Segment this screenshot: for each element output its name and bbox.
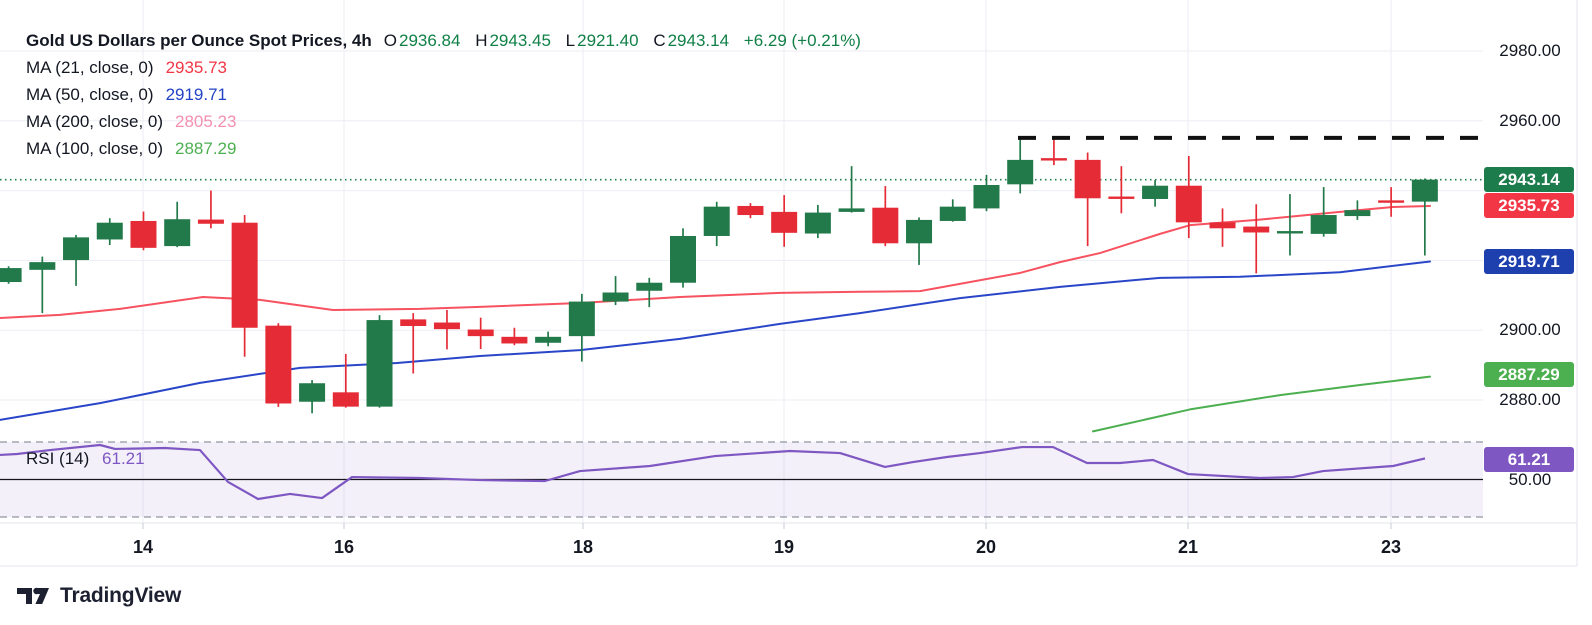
candle-body	[29, 262, 56, 270]
ma21-price-badge: 2935.73	[1484, 193, 1574, 218]
y-axis-label: 2980.00	[1499, 41, 1561, 60]
candle-body	[1175, 185, 1202, 223]
x-axis-label: 23	[1380, 537, 1402, 557]
ma-21-value: 2935.73	[165, 58, 228, 77]
x-axis-label: 20	[975, 537, 997, 557]
symbol-legend-row[interactable]: Gold US Dollars per Ounce Spot Prices, 4…	[26, 31, 871, 51]
y-axis-label: 50.00	[1508, 470, 1552, 489]
candle-body	[906, 219, 933, 244]
candle-body	[804, 212, 831, 234]
candle-body	[1074, 159, 1101, 199]
candle-body	[1142, 185, 1169, 199]
ma-50-value: 2919.71	[165, 85, 228, 104]
candle-body	[703, 206, 730, 236]
candle-body	[433, 322, 460, 330]
candle-body	[0, 268, 22, 283]
candle-body	[636, 282, 663, 291]
candle-body	[366, 320, 393, 407]
candle-body	[1378, 200, 1405, 203]
y-axis-label: 2880.00	[1499, 390, 1561, 409]
candle-body	[602, 292, 629, 302]
rsi-value-badge: 61.21	[1484, 446, 1574, 472]
candle-body	[501, 336, 528, 344]
candle-body	[231, 222, 258, 328]
open-value: 2936.84	[399, 31, 461, 50]
close-label: C	[653, 31, 666, 50]
ma50-line	[0, 260, 1431, 421]
rsi-line	[0, 443, 1426, 501]
y-axis-label: 2960.00	[1499, 110, 1561, 130]
candle-body	[939, 206, 966, 221]
candle-body	[197, 219, 224, 224]
high-value: 2943.45	[489, 31, 551, 50]
ma100-price-badge: 2887.29	[1484, 362, 1574, 388]
candle-body	[1411, 179, 1438, 202]
ma-100-row[interactable]: MA (100, close, 0) 2887.29	[26, 139, 871, 159]
candle-body	[164, 219, 191, 247]
candle-body	[299, 383, 326, 402]
candle-body	[467, 329, 494, 337]
low-label: L	[565, 31, 576, 50]
candle-body	[1276, 231, 1303, 234]
change-value: +6.29 (+0.21%)	[743, 31, 861, 50]
candle-body	[1007, 159, 1034, 185]
candle-body	[1040, 158, 1067, 161]
x-axis-label: 19	[773, 537, 795, 557]
rsi-legend[interactable]: RSI (14) 61.21	[26, 449, 145, 469]
candle-body	[265, 325, 292, 404]
x-axis-label: 16	[333, 537, 355, 557]
ma-21-label: MA (21, close, 0)	[26, 58, 154, 77]
ma50-price-badge: 2919.71	[1484, 248, 1574, 274]
ma-100-label: MA (100, close, 0)	[26, 139, 164, 158]
candle-body	[1243, 226, 1270, 233]
candle-body	[1108, 196, 1135, 199]
ma-200-label: MA (200, close, 0)	[26, 112, 164, 131]
candle-body	[670, 235, 696, 283]
candle-body	[737, 205, 764, 216]
legend: Gold US Dollars per Ounce Spot Prices, 4…	[26, 31, 871, 166]
candle-body	[1310, 215, 1337, 234]
ohlc-values: O 2936.84 H 2943.45 L 2921.40 C 2943.14 +6.2…	[384, 31, 871, 51]
candle-body	[838, 208, 865, 212]
x-axis-label: 18	[572, 537, 594, 557]
rsi-value: 61.21	[102, 449, 145, 468]
candle-body	[130, 220, 157, 248]
candle-body	[1344, 210, 1371, 217]
ma-50-label: MA (50, close, 0)	[26, 85, 154, 104]
candle-body	[63, 237, 90, 261]
x-axis-label: 21	[1177, 537, 1199, 557]
tradingview-wordmark: TradingView	[60, 584, 182, 607]
candle-body	[96, 222, 123, 240]
candle-body	[973, 185, 1000, 209]
close-value: 2943.14	[667, 31, 730, 50]
y-axis-label: 2900.00	[1499, 320, 1561, 340]
candle-body	[1209, 222, 1236, 229]
ma100-line	[1092, 375, 1431, 433]
open-label: O	[383, 31, 397, 50]
tradingview-logo[interactable]: TradingView	[16, 584, 181, 608]
ma-21-row[interactable]: MA (21, close, 0) 2935.73	[26, 58, 871, 78]
ma-200-row[interactable]: MA (200, close, 0) 2805.23	[26, 112, 871, 132]
candle-body	[872, 207, 899, 244]
high-label: H	[475, 31, 488, 50]
ma-100-value: 2887.29	[175, 139, 237, 158]
low-value: 2921.40	[577, 31, 639, 50]
candle-body	[771, 211, 798, 233]
rsi-label: RSI (14)	[26, 449, 90, 468]
tradingview-mark-icon	[17, 587, 49, 604]
x-axis-label: 14	[132, 537, 154, 557]
symbol-title[interactable]: Gold US Dollars per Ounce Spot Prices, 4…	[26, 31, 372, 50]
candle-body	[535, 336, 562, 343]
candle-body	[400, 319, 427, 327]
candle-body	[332, 392, 359, 407]
ma-50-row[interactable]: MA (50, close, 0) 2919.71	[26, 85, 871, 105]
ma-200-value: 2805.23	[175, 112, 237, 131]
candle-body	[568, 301, 595, 337]
close-price-badge: 2943.14	[1484, 167, 1574, 193]
